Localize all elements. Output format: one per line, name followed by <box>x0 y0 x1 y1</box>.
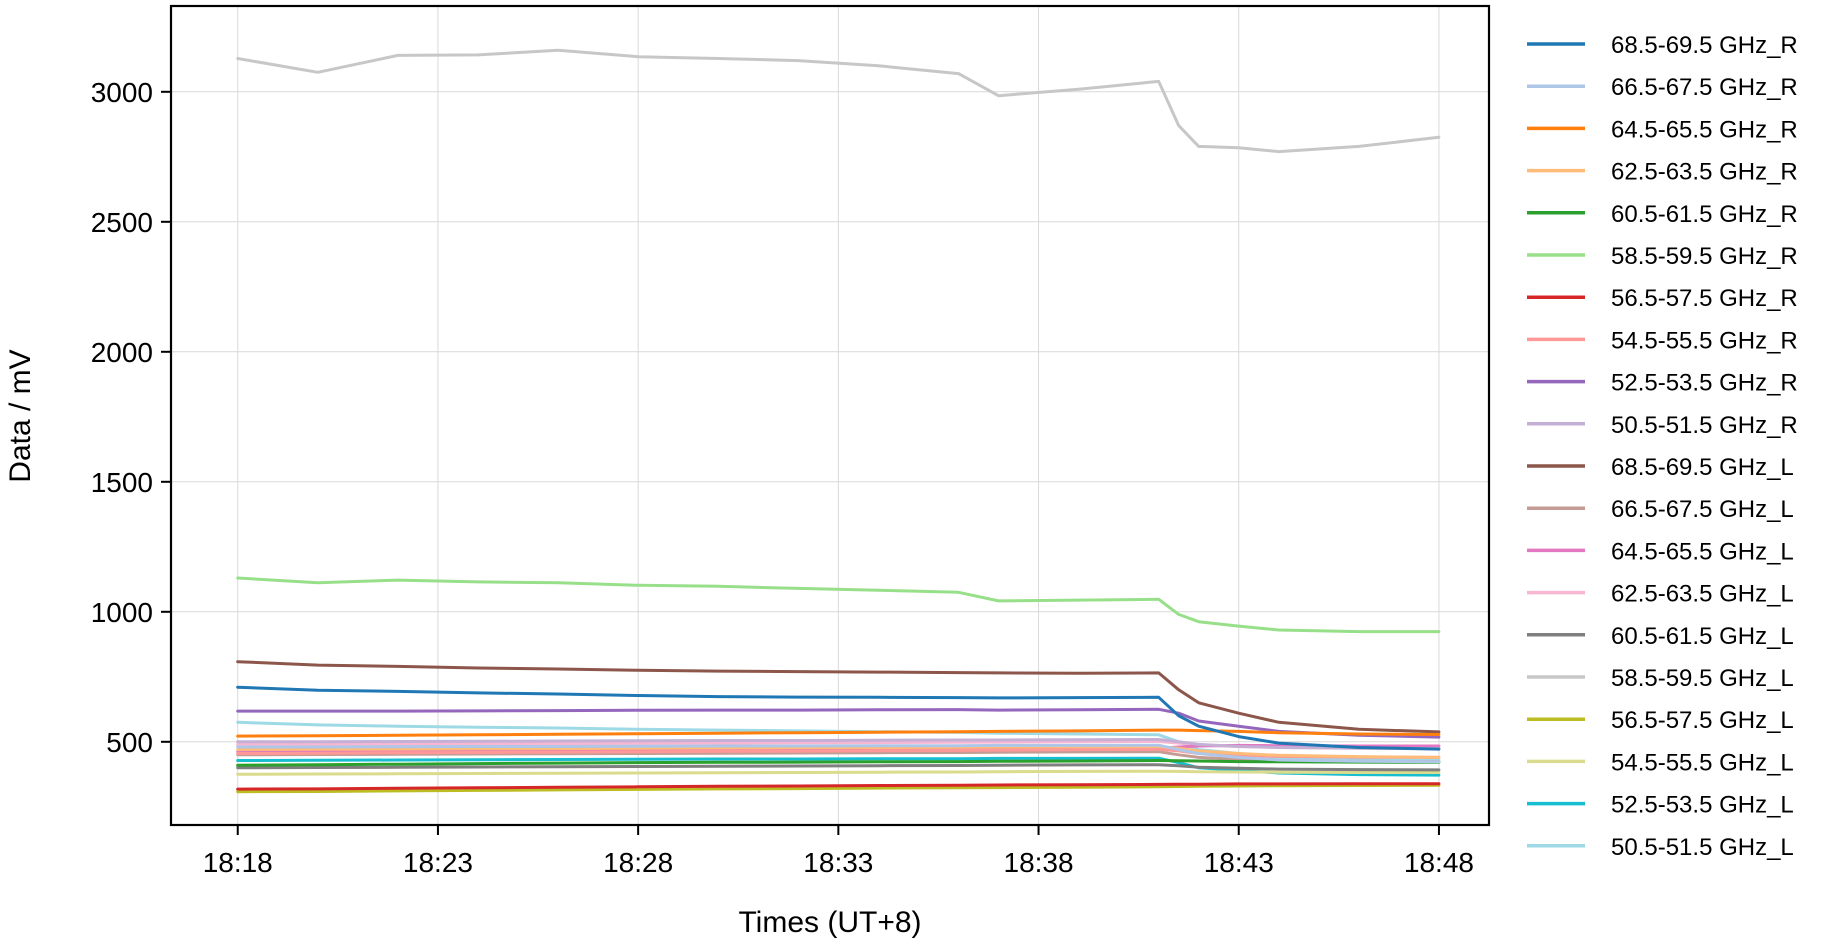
y-tick-label: 500 <box>106 727 153 758</box>
legend-label: 64.5-65.5 GHz_L <box>1611 538 1794 565</box>
legend-entry: 54.5-55.5 GHz_R <box>1527 327 1798 354</box>
series-line-7 <box>236 782 1441 791</box>
legend-label: 50.5-51.5 GHz_R <box>1611 412 1798 439</box>
legend-entry: 62.5-63.5 GHz_R <box>1527 159 1798 186</box>
legend-label: 68.5-69.5 GHz_R <box>1611 32 1798 59</box>
series-line-8 <box>236 747 1441 759</box>
x-tick-label: 18:38 <box>1004 847 1074 878</box>
x-tick-label: 18:48 <box>1404 847 1474 878</box>
legend-entry: 54.5-55.5 GHz_L <box>1527 749 1794 776</box>
series-line-19 <box>236 756 1441 777</box>
axes: 18:18 18:23 18:28 18:33 18:38 18:43 18:48 500 10… <box>91 77 1474 878</box>
legend-entry: 68.5-69.5 GHz_R <box>1527 32 1798 59</box>
legend-label: 58.5-59.5 GHz_L <box>1611 665 1794 692</box>
legend-label: 62.5-63.5 GHz_R <box>1611 159 1798 186</box>
series-line-17 <box>236 783 1441 794</box>
y-tick-label: 3000 <box>91 77 153 108</box>
legend-label: 50.5-51.5 GHz_L <box>1611 834 1794 861</box>
legend-entry: 60.5-61.5 GHz_L <box>1527 623 1794 650</box>
series-line-1 <box>236 685 1441 751</box>
series-line-15 <box>236 763 1441 772</box>
legend-label: 62.5-63.5 GHz_L <box>1611 581 1794 608</box>
x-tick-label: 18:18 <box>203 847 273 878</box>
legend-label: 66.5-67.5 GHz_R <box>1611 74 1798 101</box>
legend-entry: 66.5-67.5 GHz_R <box>1527 74 1798 101</box>
series-line-11 <box>236 660 1441 734</box>
legend-entry: 64.5-65.5 GHz_R <box>1527 116 1798 143</box>
series-line-9 <box>236 707 1441 739</box>
legend-label: 54.5-55.5 GHz_R <box>1611 327 1798 354</box>
legend-entry: 64.5-65.5 GHz_L <box>1527 538 1794 565</box>
y-tick-label: 2000 <box>91 337 153 368</box>
series-line-5 <box>236 759 1441 767</box>
legend-entry: 52.5-53.5 GHz_L <box>1527 792 1794 819</box>
legend-entry: 50.5-51.5 GHz_L <box>1527 834 1794 861</box>
series-line-10 <box>236 738 1441 751</box>
grid <box>171 6 1489 825</box>
legend-entry: 50.5-51.5 GHz_R <box>1527 412 1798 439</box>
legend-entry: 56.5-57.5 GHz_L <box>1527 707 1794 734</box>
legend-label: 64.5-65.5 GHz_R <box>1611 116 1798 143</box>
legend-label: 68.5-69.5 GHz_L <box>1611 454 1794 481</box>
legend-entry: 60.5-61.5 GHz_R <box>1527 201 1798 228</box>
x-tick-label: 18:43 <box>1204 847 1274 878</box>
x-tick-label: 18:23 <box>403 847 473 878</box>
legend-label: 52.5-53.5 GHz_L <box>1611 792 1794 819</box>
legend-label: 60.5-61.5 GHz_L <box>1611 623 1794 650</box>
series-line-3 <box>236 728 1441 738</box>
legend-entry: 68.5-69.5 GHz_L <box>1527 454 1794 481</box>
x-axis-label: Times (UT+8) <box>738 906 921 939</box>
legend-entry: 62.5-63.5 GHz_L <box>1527 581 1794 608</box>
y-axis-label: Data / mV <box>4 349 37 482</box>
legend-label: 56.5-57.5 GHz_R <box>1611 285 1798 312</box>
y-tick-label: 1500 <box>91 467 153 498</box>
legend-entry: 58.5-59.5 GHz_L <box>1527 665 1794 692</box>
plot-frame <box>169 4 1491 827</box>
legend-label: 60.5-61.5 GHz_R <box>1611 201 1798 228</box>
legend-label: 54.5-55.5 GHz_L <box>1611 749 1794 776</box>
series-line-16 <box>236 48 1441 154</box>
x-tick-label: 18:33 <box>803 847 873 878</box>
legend-label: 52.5-53.5 GHz_R <box>1611 370 1798 397</box>
y-tick-label: 1000 <box>91 597 153 628</box>
legend-entry: 58.5-59.5 GHz_R <box>1527 243 1798 270</box>
series-line-2 <box>236 743 1441 764</box>
series-lines <box>236 48 1441 794</box>
legend-label: 56.5-57.5 GHz_L <box>1611 707 1794 734</box>
y-tick-label: 2500 <box>91 207 153 238</box>
series-line-6 <box>236 576 1441 634</box>
series-line-18 <box>236 769 1441 776</box>
legend-entry: 56.5-57.5 GHz_R <box>1527 285 1798 312</box>
legend-label: 66.5-67.5 GHz_L <box>1611 496 1794 523</box>
legend-entry: 52.5-53.5 GHz_R <box>1527 370 1798 397</box>
legend: 68.5-69.5 GHz_R 66.5-67.5 GHz_R 64.5-65.5 … <box>1527 32 1798 861</box>
series-line-4 <box>236 745 1441 759</box>
x-tick-label: 18:28 <box>603 847 673 878</box>
legend-entry: 66.5-67.5 GHz_L <box>1527 496 1794 523</box>
legend-label: 58.5-59.5 GHz_R <box>1611 243 1798 270</box>
